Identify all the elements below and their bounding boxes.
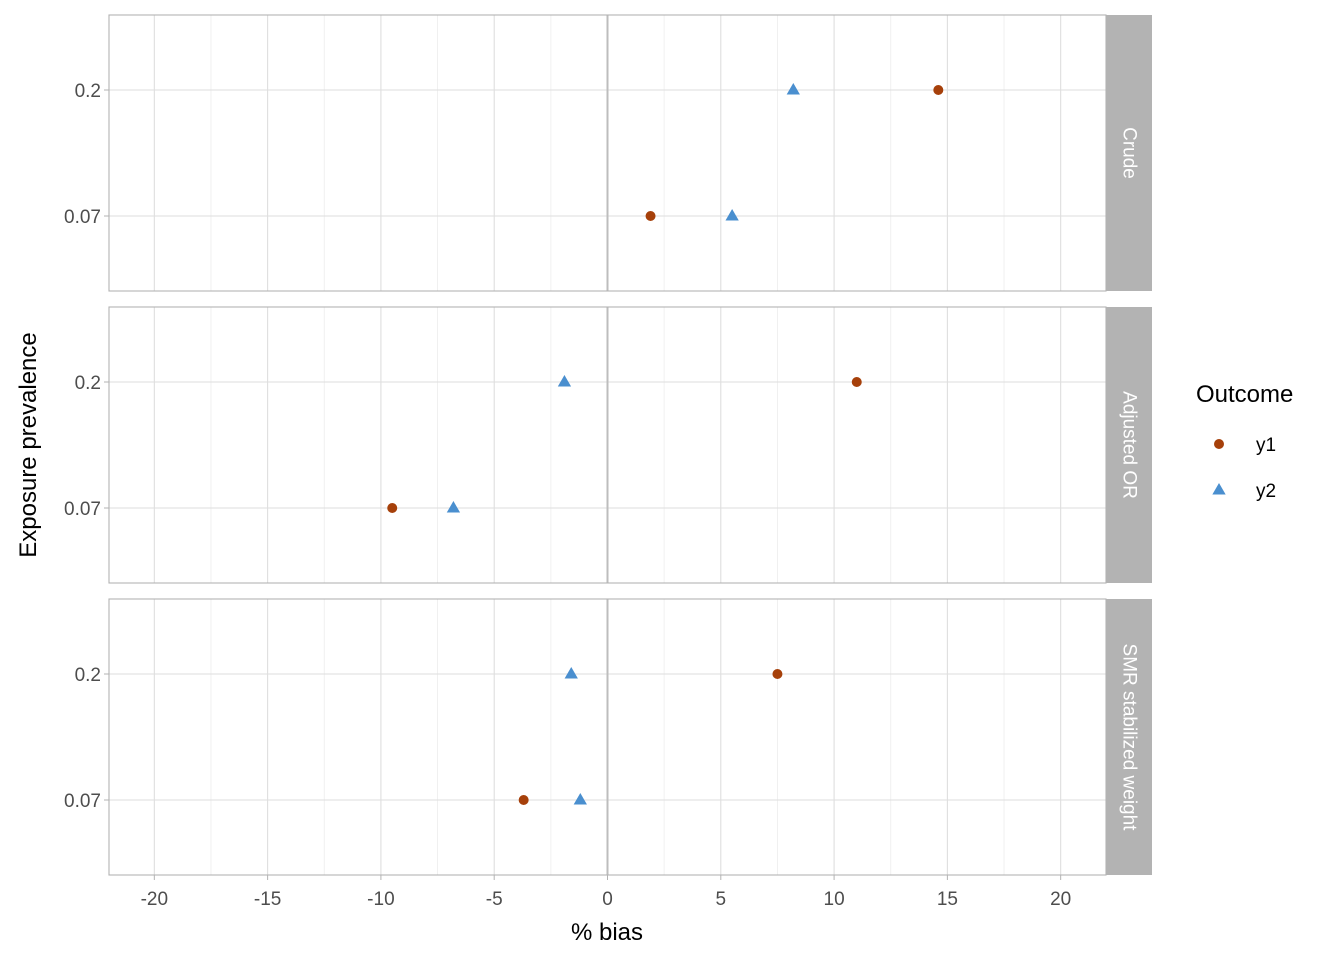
- data-point-y1: [387, 503, 398, 513]
- facet-strip: [1106, 599, 1152, 875]
- data-point-y2: [786, 83, 800, 95]
- legend-key-y2: [1212, 483, 1226, 495]
- x-tick-label: 15: [937, 889, 958, 910]
- x-tick-label: 5: [716, 889, 727, 910]
- y-tick-label: 0.2: [75, 665, 101, 686]
- data-point-y2: [725, 209, 739, 221]
- data-point-y2: [573, 793, 587, 805]
- x-tick-label: -15: [254, 889, 281, 910]
- facet-strip-label: Adjusted OR: [1119, 391, 1140, 499]
- data-point-y1: [933, 85, 944, 95]
- data-point-y1: [851, 377, 862, 387]
- x-axis-title: % bias: [571, 919, 643, 946]
- data-point-y2: [557, 375, 572, 387]
- y-tick-label: 0.07: [64, 499, 101, 520]
- x-tick-label: 20: [1050, 889, 1071, 910]
- y-tick-label: 0.07: [64, 207, 101, 228]
- facet-panel: 0.07 0.2 Adjusted OR: [64, 306, 1152, 584]
- y-axis-title: Exposure prevalence: [15, 332, 42, 557]
- legend-key-y1: [1214, 439, 1224, 449]
- y-tick-label: 0.07: [64, 791, 101, 812]
- data-point-y1: [772, 669, 783, 679]
- y-tick-label: 0.2: [75, 373, 101, 394]
- legend-label: y1: [1256, 435, 1276, 456]
- data-point-y1: [518, 795, 529, 805]
- x-tick-label: 0: [602, 889, 613, 910]
- facet-panel: 0.07 0.2 SMR stabilized weight: [64, 598, 1152, 876]
- legend-label: y2: [1256, 481, 1276, 502]
- legend-title: Outcome: [1196, 381, 1293, 408]
- x-tick-label: 10: [824, 889, 845, 910]
- x-tick-label: -20: [141, 889, 168, 910]
- x-tick-label: -10: [367, 889, 394, 910]
- x-tick-label: -5: [486, 889, 503, 910]
- y-tick-label: 0.2: [75, 81, 101, 102]
- facet-strip-label: Crude: [1119, 127, 1140, 179]
- facet-strip: [1106, 15, 1152, 291]
- data-point-y2: [446, 501, 461, 513]
- data-point-y2: [564, 667, 578, 679]
- legend: Outcome y1 y2: [1196, 381, 1293, 502]
- panels: 0.07 0.2 Crude 0.07 0.2 Adjusted OR 0.07 0.2 SMR…: [64, 14, 1152, 876]
- facet-strip-label: SMR stabilized weight: [1119, 644, 1140, 832]
- data-point-y1: [645, 211, 656, 221]
- facet-strip: [1106, 307, 1152, 583]
- facet-panel: 0.07 0.2 Crude: [64, 14, 1152, 292]
- x-axis: -20 -15 -10 -5 0 5 10 15 20: [141, 875, 1071, 910]
